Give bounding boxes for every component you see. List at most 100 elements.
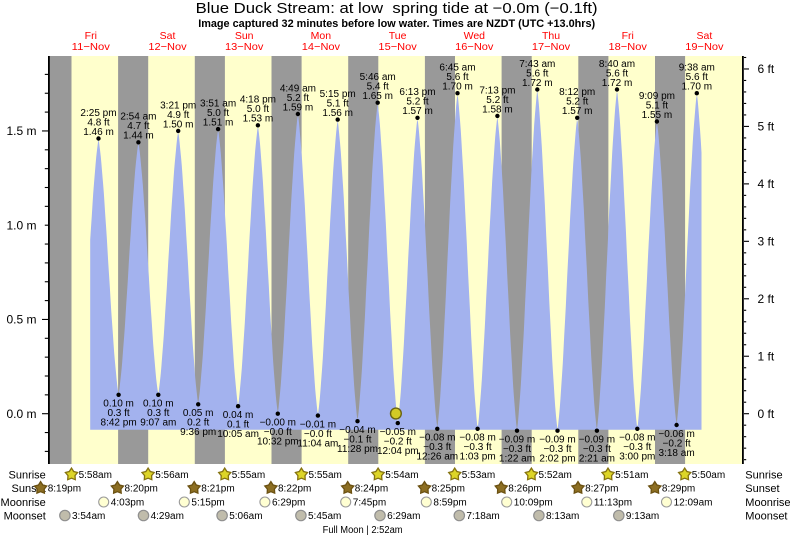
svg-text:4.9 ft: 4.9 ft: [167, 110, 189, 121]
svg-text:−0.2 ft: −0.2 ft: [663, 438, 691, 449]
svg-text:2:21 am: 2:21 am: [579, 454, 615, 465]
svg-text:0.3 ft: 0.3 ft: [147, 408, 169, 419]
svg-text:5.4 ft: 5.4 ft: [367, 82, 389, 93]
svg-text:9:13am: 9:13am: [626, 511, 659, 522]
svg-text:−0.2 ft: −0.2 ft: [384, 437, 412, 448]
svg-text:8:19pm: 8:19pm: [48, 484, 81, 495]
svg-text:1.44 m: 1.44 m: [123, 131, 154, 142]
svg-text:8:13am: 8:13am: [546, 511, 579, 522]
svg-text:7:43 am: 7:43 am: [519, 59, 555, 70]
svg-text:9:38 am: 9:38 am: [679, 63, 715, 74]
svg-text:Moonrise: Moonrise: [745, 497, 790, 509]
svg-text:5.2 ft: 5.2 ft: [486, 95, 508, 106]
svg-text:−0.0 ft: −0.0 ft: [304, 429, 332, 440]
svg-text:1.51 m: 1.51 m: [203, 118, 234, 129]
svg-text:0.10 m: 0.10 m: [103, 399, 134, 410]
svg-text:−0.3 ft: −0.3 ft: [423, 442, 451, 453]
svg-text:9:36 pm: 9:36 pm: [180, 427, 216, 438]
svg-text:Sat: Sat: [697, 30, 713, 42]
svg-text:19−Nov: 19−Nov: [685, 41, 724, 53]
svg-text:1.50 m: 1.50 m: [163, 119, 194, 130]
svg-text:−0.05 m: −0.05 m: [380, 427, 416, 438]
svg-text:Full Moon | 2:52am: Full Moon | 2:52am: [323, 525, 403, 536]
svg-text:5:51am: 5:51am: [615, 470, 648, 481]
svg-text:1.57 m: 1.57 m: [562, 106, 593, 117]
svg-text:4 ft: 4 ft: [758, 177, 775, 191]
svg-text:5.2 ft: 5.2 ft: [287, 93, 309, 104]
svg-text:5:45am: 5:45am: [308, 511, 341, 522]
svg-text:5:55am: 5:55am: [232, 470, 265, 481]
svg-text:1.56 m: 1.56 m: [322, 108, 353, 119]
svg-text:5.2 ft: 5.2 ft: [406, 97, 428, 108]
svg-text:−0.3 ft: −0.3 ft: [623, 442, 651, 453]
svg-text:12−Nov: 12−Nov: [148, 41, 187, 53]
svg-text:16−Nov: 16−Nov: [455, 41, 494, 53]
svg-text:7:18am: 7:18am: [466, 511, 499, 522]
svg-text:Sat: Sat: [160, 30, 176, 42]
svg-text:−0.00 m: −0.00 m: [260, 418, 296, 429]
svg-text:11−Nov: 11−Nov: [72, 41, 111, 53]
svg-text:0.0 m: 0.0 m: [6, 407, 36, 421]
svg-text:0.1 ft: 0.1 ft: [227, 420, 249, 431]
svg-text:8:24pm: 8:24pm: [355, 484, 388, 495]
svg-text:8:27pm: 8:27pm: [585, 484, 618, 495]
svg-text:−0.0 ft: −0.0 ft: [264, 427, 292, 438]
svg-text:15−Nov: 15−Nov: [378, 41, 417, 53]
svg-text:1.57 m: 1.57 m: [402, 106, 433, 117]
svg-text:7:13 pm: 7:13 pm: [479, 85, 515, 96]
svg-text:5 ft: 5 ft: [758, 120, 775, 134]
svg-text:Moonset: Moonset: [745, 510, 787, 522]
svg-text:1.65 m: 1.65 m: [362, 91, 393, 102]
svg-text:1.72 m: 1.72 m: [602, 78, 633, 89]
svg-text:1.72 m: 1.72 m: [522, 78, 553, 89]
svg-text:2:02 pm: 2:02 pm: [539, 454, 575, 465]
svg-text:1.5 m: 1.5 m: [6, 124, 36, 138]
svg-text:Wed: Wed: [464, 30, 486, 42]
svg-text:0 ft: 0 ft: [758, 407, 775, 421]
svg-text:−0.09 m: −0.09 m: [499, 435, 535, 446]
svg-text:4.8 ft: 4.8 ft: [87, 117, 109, 128]
svg-text:13−Nov: 13−Nov: [225, 41, 264, 53]
svg-text:Sunset: Sunset: [745, 483, 779, 495]
svg-text:3:21 pm: 3:21 pm: [160, 100, 196, 111]
svg-text:10:05 am: 10:05 am: [217, 429, 259, 440]
svg-text:5.6 ft: 5.6 ft: [526, 68, 548, 79]
svg-text:Blue Duck Stream: at low spri: Blue Duck Stream: at low spring tide at …: [196, 1, 598, 17]
svg-text:4.7 ft: 4.7 ft: [127, 121, 149, 132]
svg-text:−0.09 m: −0.09 m: [539, 435, 575, 446]
svg-text:5.1 ft: 5.1 ft: [646, 100, 668, 111]
svg-text:−0.1 ft: −0.1 ft: [343, 435, 371, 446]
svg-text:4:03pm: 4:03pm: [111, 498, 144, 509]
svg-text:4:29am: 4:29am: [151, 511, 184, 522]
svg-text:4:18 pm: 4:18 pm: [240, 95, 276, 106]
svg-text:8:12 pm: 8:12 pm: [559, 87, 595, 98]
svg-text:8:42 pm: 8:42 pm: [101, 418, 137, 429]
svg-text:5:55am: 5:55am: [309, 470, 342, 481]
svg-text:Fri: Fri: [622, 30, 634, 42]
svg-text:1.58 m: 1.58 m: [482, 104, 513, 115]
svg-text:12:04 pm: 12:04 pm: [377, 446, 419, 457]
svg-text:0.10 m: 0.10 m: [143, 399, 174, 410]
svg-text:Image captured 32 minutes befo: Image captured 32 minutes before low wat…: [198, 18, 595, 30]
svg-text:1.53 m: 1.53 m: [243, 114, 274, 125]
svg-text:5:56am: 5:56am: [155, 470, 188, 481]
svg-text:5:15pm: 5:15pm: [191, 498, 224, 509]
svg-text:12:09am: 12:09am: [674, 498, 713, 509]
svg-text:1.55 m: 1.55 m: [642, 110, 673, 121]
svg-text:10:09pm: 10:09pm: [514, 498, 553, 509]
svg-text:Sunrise: Sunrise: [9, 469, 46, 481]
svg-text:5.6 ft: 5.6 ft: [446, 72, 468, 83]
svg-text:0.04 m: 0.04 m: [223, 410, 254, 421]
svg-text:5.6 ft: 5.6 ft: [606, 68, 628, 79]
svg-text:8:20pm: 8:20pm: [125, 484, 158, 495]
svg-text:−0.08 m: −0.08 m: [619, 433, 655, 444]
svg-text:9:09 pm: 9:09 pm: [639, 91, 675, 102]
svg-text:8:59pm: 8:59pm: [433, 498, 466, 509]
svg-text:5:52am: 5:52am: [539, 470, 572, 481]
svg-text:2:25 pm: 2:25 pm: [80, 108, 116, 119]
svg-text:8:26pm: 8:26pm: [508, 484, 541, 495]
svg-text:1.59 m: 1.59 m: [283, 102, 314, 113]
svg-text:0.05 m: 0.05 m: [183, 408, 214, 419]
svg-text:Sun: Sun: [235, 30, 254, 42]
svg-text:Mon: Mon: [311, 30, 332, 42]
